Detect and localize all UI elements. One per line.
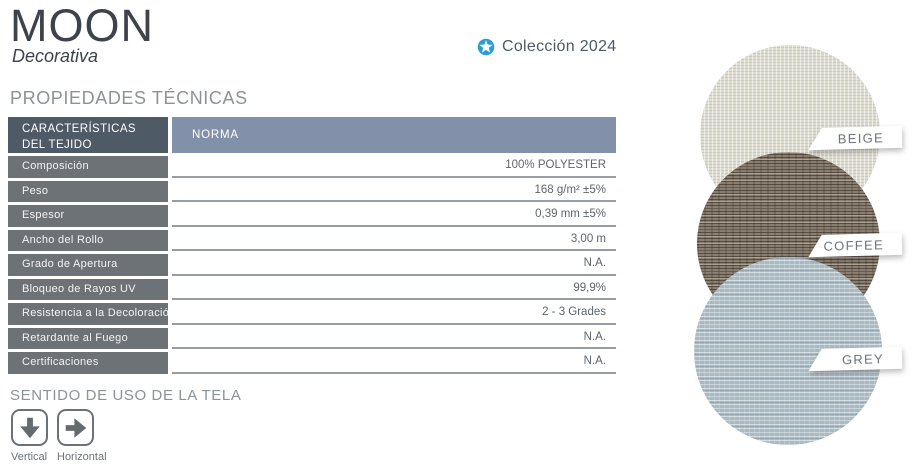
collection-label: Colección 2024 — [502, 38, 617, 55]
row-value: N.A. — [172, 352, 616, 374]
row-value: 99,9% — [172, 279, 616, 300]
table-row: Peso 168 g/m² ±5% — [8, 180, 616, 202]
row-value: 3,00 m — [172, 230, 616, 251]
row-value: 100% POLYESTER — [172, 156, 616, 178]
table-row: Certificaciones N.A. — [8, 352, 616, 374]
swatch-label-banner: COFFEE — [808, 233, 903, 257]
technical-section-title: PROPIEDADES TÉCNICAS — [10, 88, 248, 108]
swatch-label: BEIGE — [808, 126, 903, 150]
table-row: Grado de Apertura N.A. — [8, 254, 616, 276]
row-value: 0,39 mm ±5% — [172, 205, 616, 227]
row-label: Retardante al Fuego — [8, 327, 168, 349]
arrow-right-icon — [57, 409, 94, 446]
usage-option-label: Vertical — [11, 451, 48, 463]
row-label: Peso — [8, 180, 168, 202]
row-label: Grado de Apertura — [8, 254, 168, 276]
usage-section-title: SENTIDO DE USO DE LA TELA — [10, 387, 242, 404]
table-row: Bloqueo de Rayos UV 99,9% — [8, 278, 616, 300]
table-header-row: CARACTERÍSTICAS DEL TEJIDO NORMA — [8, 117, 616, 153]
row-value: 168 g/m² ±5% — [172, 181, 616, 202]
row-value: N.A. — [172, 254, 616, 276]
row-label: Certificaciones — [8, 352, 168, 374]
brand-logo: MOON Decorativa — [10, 2, 154, 67]
row-label: Ancho del Rollo — [8, 229, 168, 251]
swatch-label-banner: BEIGE — [808, 126, 903, 150]
arrow-down-icon — [11, 409, 48, 446]
brand-name: MOON — [10, 0, 154, 51]
row-value: N.A. — [172, 328, 616, 349]
table-row: Ancho del Rollo 3,00 m — [8, 229, 616, 251]
table-row: Resistencia a la Decoloración 2 - 3 Grad… — [8, 303, 616, 325]
collection-badge: Colección 2024 — [477, 38, 617, 56]
usage-option-label: Horizontal — [57, 451, 107, 463]
usage-option-vertical: Vertical — [11, 409, 48, 463]
table-row: Retardante al Fuego N.A. — [8, 327, 616, 349]
row-label: Espesor — [8, 205, 168, 227]
table-row: Composición 100% POLYESTER — [8, 156, 616, 178]
swatch-label: GREY — [808, 347, 903, 371]
swatch-label: COFFEE — [808, 233, 903, 257]
row-label: Composición — [8, 156, 168, 178]
table-header-norm: NORMA — [172, 117, 616, 153]
table-row: Espesor 0,39 mm ±5% — [8, 205, 616, 227]
table-header-characteristics: CARACTERÍSTICAS DEL TEJIDO — [8, 117, 168, 153]
technical-properties-table: CARACTERÍSTICAS DEL TEJIDO NORMA Composi… — [8, 117, 616, 377]
swatch-label-banner: GREY — [808, 347, 903, 371]
star-badge-icon — [477, 38, 495, 56]
usage-option-horizontal: Horizontal — [57, 409, 107, 463]
brand-tagline: Decorativa — [12, 46, 99, 67]
row-label: Resistencia a la Decoloración — [8, 303, 168, 325]
usage-direction-options: Vertical Horizontal — [11, 409, 107, 463]
row-value: 2 - 3 Grades — [172, 303, 616, 325]
row-label: Bloqueo de Rayos UV — [8, 278, 168, 300]
